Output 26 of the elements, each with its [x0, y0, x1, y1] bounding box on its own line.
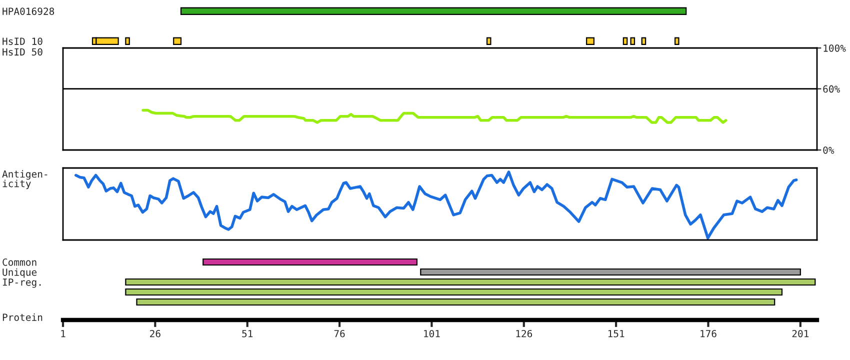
- y-tick-label: 0%: [823, 146, 834, 154]
- x-tick-label: 151: [608, 330, 624, 338]
- bar: [136, 298, 776, 306]
- x-tick-label: 1: [61, 330, 66, 338]
- y-axis-title: Antigen- icity: [2, 170, 48, 190]
- x-tick-label: 101: [424, 330, 440, 338]
- bar: [125, 278, 816, 286]
- y-tick-label: 60%: [823, 85, 840, 93]
- y-tick-label: HPA016928: [2, 8, 54, 15]
- y-tick-label: 100%: [824, 44, 846, 52]
- x-tick-label: 51: [242, 330, 253, 338]
- bar: [420, 268, 801, 276]
- y-tick-label: Unique: [2, 268, 37, 278]
- y-axis-title: HsID 50: [2, 48, 42, 56]
- y-tick-label: IP-reg.: [2, 278, 41, 288]
- x-tick-label: 201: [792, 330, 809, 338]
- x-axis-title: Protein: [2, 313, 42, 321]
- x-tick-label: 26: [150, 330, 160, 338]
- bar: [125, 288, 783, 296]
- x-tick-label: 76: [334, 330, 345, 338]
- line-series: [142, 108, 728, 124]
- y-tick-label: Common: [2, 258, 36, 266]
- bar: [202, 258, 418, 266]
- x-tick-label: 176: [700, 330, 716, 338]
- y-tick-label: HsID 10: [2, 38, 42, 45]
- x-tick-label: 126: [516, 330, 532, 338]
